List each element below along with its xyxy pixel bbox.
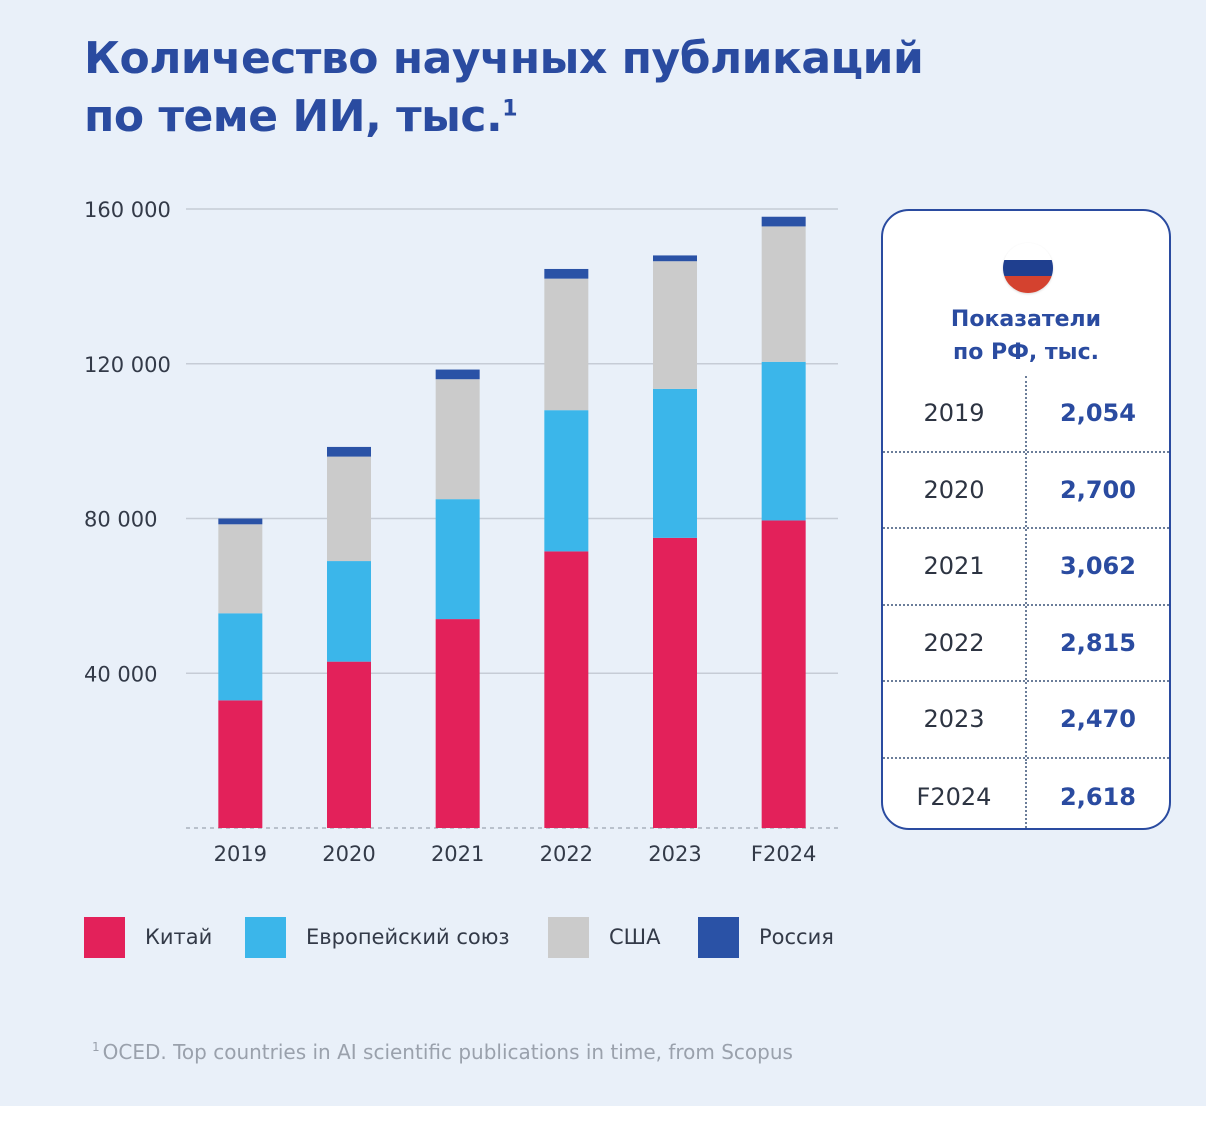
footnote-text: OCED. Top countries in AI scientific pub… [102,1040,793,1064]
footnote-mark: 1 [92,1040,100,1055]
bar-segment [544,278,589,411]
page-title: Количество научных публикаций по теме ИИ… [84,30,924,146]
y-tick-label: 160 000 [84,198,171,222]
legend-label-china: Китай [145,925,213,949]
bar-segment [653,255,697,262]
x-axis: 2019 2020 2021 2022 2023 F2024 [214,842,817,866]
title-line-1: Количество научных публикаций [84,33,924,84]
bar-segment [327,661,371,828]
table-value: 2,054 [1060,399,1136,428]
russia-panel-title: Показатели по РФ, тыс. [883,303,1169,369]
bar-segment [761,226,806,362]
bar-segment [544,551,589,828]
bar-segment [218,524,263,614]
x-tick-label: 2020 [322,842,375,866]
title-footnote-mark: 1 [502,96,517,122]
legend-item-usa: США [548,916,661,958]
table-year: 2022 [883,605,1027,680]
y-axis: 40 000 80 000 120 000 160 000 [84,198,171,686]
bar-segment [218,613,263,701]
table-value: 2,618 [1060,782,1136,811]
y-tick-label: 80 000 [84,508,157,532]
russia-stats-table: 2019 2,054 2020 2,700 2021 3,062 2022 2,… [883,376,1169,828]
legend-label-usa: США [609,925,661,949]
table-row: 2019 2,054 [883,376,1169,453]
table-value: 3,062 [1060,552,1136,581]
grid-lines [186,208,838,829]
bar-segment [435,369,480,380]
legend-item-eu: Европейский союз [245,916,510,958]
table-year: 2020 [883,452,1027,527]
bar-segment [218,518,263,525]
table-row: 2022 2,815 [883,605,1169,682]
bar-segment [653,537,697,828]
title-line-2-text: по теме ИИ, тыс. [84,91,503,142]
russia-flag-icon [1003,243,1053,293]
bar-segment [544,268,589,279]
flag-stripe-blue [1003,259,1053,277]
table-row: 2021 3,062 [883,529,1169,606]
table-value: 2,700 [1060,475,1136,504]
russia-panel-title-line-1: Показатели [950,307,1102,332]
legend-label-russia: Россия [759,925,834,949]
table-year: F2024 [883,758,1027,828]
legend-item-china: Китай [84,916,212,958]
flag-stripe-red [1003,276,1053,293]
bar-segment [544,410,589,552]
table-row: F2024 2,618 [883,758,1169,828]
bars [218,216,806,828]
bar-segment [761,520,806,828]
bar-segment [435,619,480,828]
table-value: 2,470 [1060,705,1136,734]
legend-swatch-usa [548,916,589,958]
legend-swatch-eu [245,916,286,958]
y-tick-label: 40 000 [84,662,157,686]
x-tick-label: 2019 [214,842,267,866]
footnote: 1 OCED. Top countries in AI scientific pu… [92,1040,793,1064]
russia-panel-title-line-2: по РФ, тыс. [953,340,1099,365]
legend-swatch-china [84,916,125,958]
x-tick-label: 2022 [540,842,593,866]
table-row: 2020 2,700 [883,452,1169,529]
bar-segment [435,379,480,500]
russia-stats-panel: Показатели по РФ, тыс. 2019 2,054 2020 2… [881,209,1171,830]
table-year: 2019 [883,376,1027,451]
y-tick-label: 120 000 [84,353,171,377]
x-tick-label: 2021 [431,842,484,866]
bar-segment [435,499,480,620]
bar-segment [761,361,806,521]
bar-segment [653,388,697,538]
title-line-2: по теме ИИ, тыс.1 [84,88,923,146]
table-value: 2,815 [1060,628,1136,657]
legend-item-russia: Россия [698,916,834,958]
legend-swatch-russia [698,916,739,958]
x-tick-label: F2024 [751,842,817,866]
table-row: 2023 2,470 [883,682,1169,759]
x-tick-label: 2023 [648,842,701,866]
bar-segment [218,700,263,828]
bar-segment [653,261,697,389]
table-year: 2021 [883,529,1027,604]
legend-label-eu: Европейский союз [306,925,510,949]
bar-segment [761,216,806,227]
flag-stripe-white [1003,243,1053,260]
bar-segment [327,446,371,457]
bar-segment [327,456,371,562]
table-year: 2023 [883,682,1027,757]
bar-segment [327,561,371,662]
